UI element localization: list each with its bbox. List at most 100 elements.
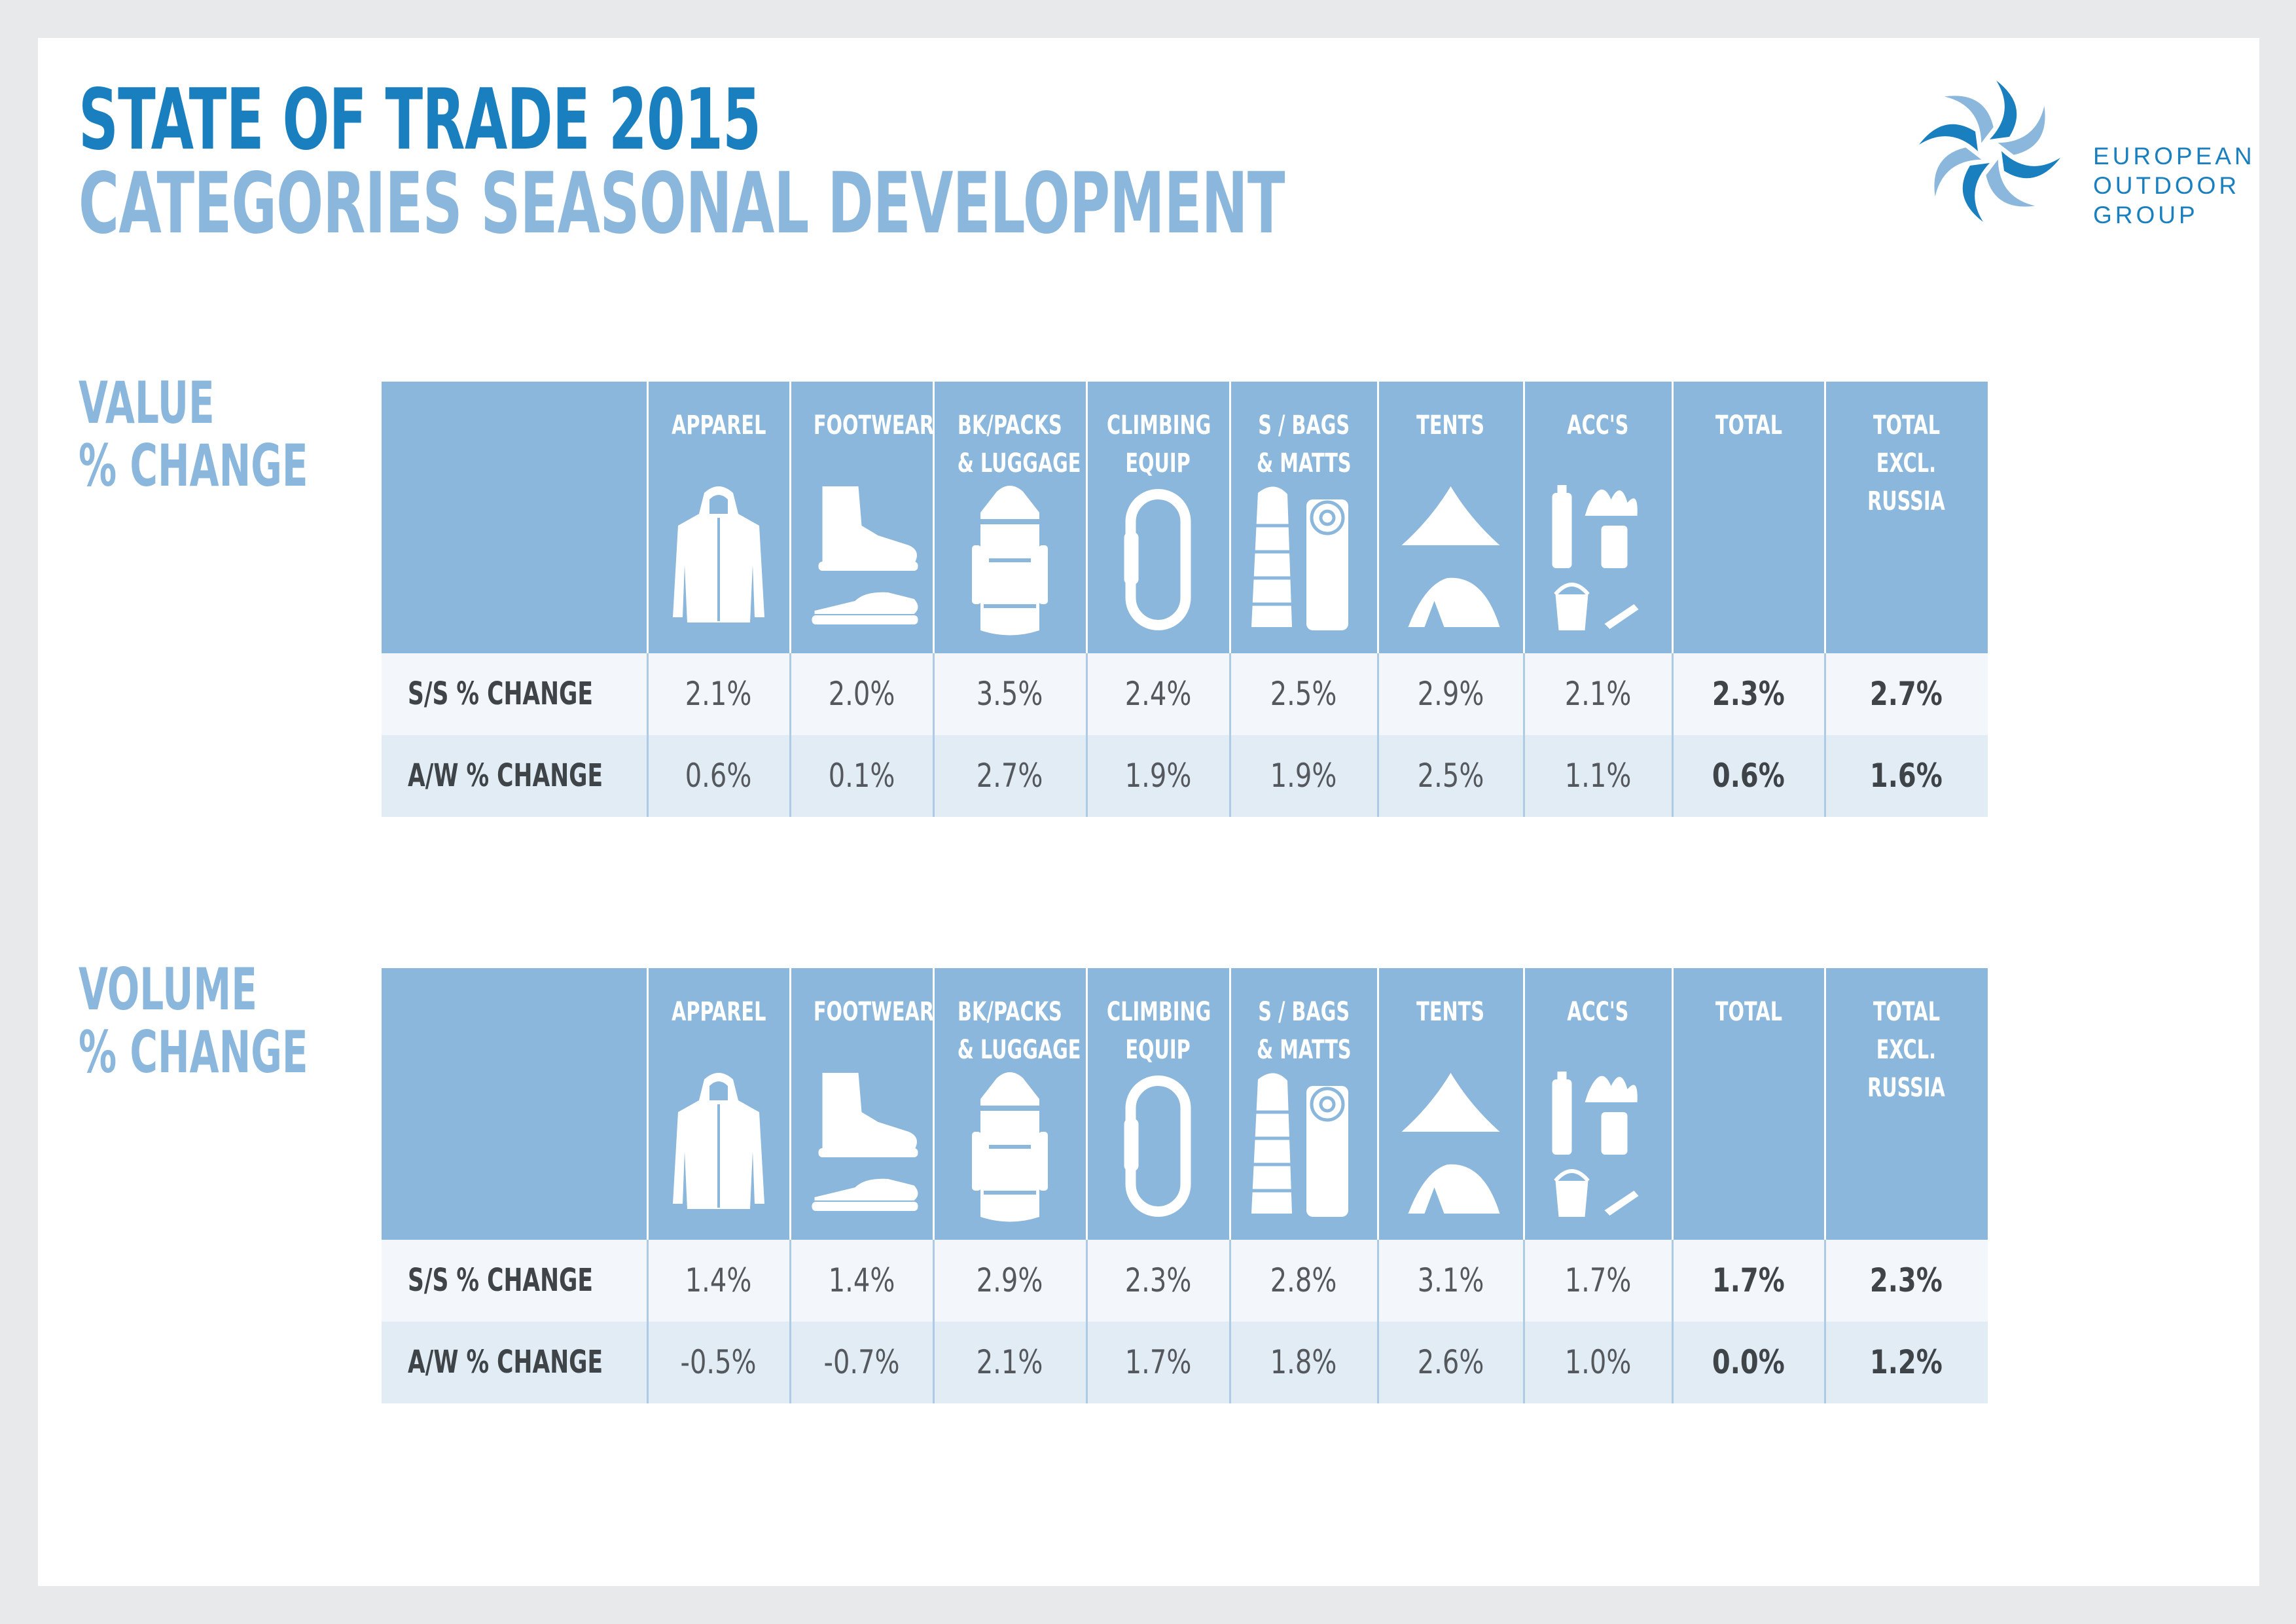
column-header: TOTAL [1672, 968, 1825, 1240]
data-value: 0.0% [1712, 1343, 1785, 1381]
data-cell: 2.3% [1672, 653, 1825, 735]
column-header: TOTAL [1672, 382, 1825, 653]
data-value: 1.9% [1270, 757, 1337, 795]
column-header: FOOTWEAR [790, 968, 935, 1240]
data-value: 2.5% [1417, 757, 1484, 795]
data-cell: 1.7% [1524, 1240, 1672, 1322]
section-title-line: % CHANGE [79, 432, 308, 499]
data-cell: -0.7% [790, 1322, 933, 1403]
column-header-label: APPAREL [647, 406, 790, 444]
logo-petal [1934, 147, 1982, 197]
column-header-label: FOOTWEAR [790, 406, 934, 444]
backpack-icon [972, 1072, 1048, 1222]
data-cell: 0.6% [1672, 735, 1825, 817]
data-cell: 1.7% [1086, 1322, 1230, 1403]
data-value: -0.5% [680, 1343, 757, 1381]
column-divider [1086, 382, 1088, 653]
data-value: 2.7% [977, 757, 1043, 795]
column-header-line: TOTAL [1873, 997, 1940, 1027]
column-header: ACC'S [1524, 968, 1672, 1240]
logo-petal [2001, 151, 2060, 179]
column-divider [1672, 382, 1674, 653]
data-value: 1.2% [1870, 1343, 1943, 1381]
data-cell: 2.3% [1086, 1240, 1230, 1322]
data-value: 1.8% [1270, 1343, 1337, 1381]
column-divider [1523, 382, 1525, 653]
page: STATE OF TRADE 2015 CATEGORIES SEASONAL … [38, 38, 2259, 1586]
value-section-title: VALUE % CHANGE [79, 372, 308, 497]
jacket-icon [673, 1073, 764, 1209]
column-header-line: RUSSIA [1867, 1073, 1945, 1103]
column-header-line: TOTAL [1715, 997, 1782, 1027]
volume-section-title: VOLUME % CHANGE [79, 958, 308, 1084]
column-header-line: EXCL. [1876, 1035, 1937, 1065]
data-cell: 2.0% [790, 653, 933, 735]
column-header: CLIMBING EQUIP [1086, 968, 1230, 1240]
column-divider [1824, 382, 1826, 653]
data-value: 2.7% [1870, 675, 1943, 713]
data-cell: 1.6% [1825, 735, 1988, 817]
logo-petal [1919, 124, 1978, 151]
column-header-line: & MATTS [1256, 1035, 1352, 1065]
data-value: 1.7% [1124, 1343, 1192, 1381]
data-cell: 1.1% [1524, 735, 1672, 817]
column-header-label: TOTAL [1672, 993, 1825, 1031]
row-label: A/W % CHANGE [408, 1344, 603, 1380]
data-value: 3.1% [1417, 1261, 1484, 1299]
sleeping-bag-icon [1251, 1073, 1348, 1217]
data-value: 1.7% [1564, 1261, 1632, 1299]
data-cell: 1.7% [1672, 1240, 1825, 1322]
data-value: 2.9% [1417, 675, 1484, 713]
data-cell: 0.0% [1672, 1322, 1825, 1403]
table-row: S/S % CHANGE 2.1% 2.0% 3.5% 2.4% 2.5% 2.9% 2.1%… [382, 653, 1988, 735]
data-cell: 2.7% [1825, 653, 1988, 735]
column-header: BK/PACKS & LUGGAGE [933, 382, 1086, 653]
column-header-line: TOTAL [1873, 410, 1940, 441]
logo-petal [1998, 105, 2045, 155]
data-cell: 2.1% [933, 1322, 1086, 1403]
column-header-line: FOOTWEAR [813, 997, 935, 1027]
column-header-label: S / BAGS & MATTS [1230, 406, 1378, 482]
jacket-icon [673, 486, 764, 623]
data-cell: 2.5% [1378, 735, 1524, 817]
column-header-line: ACC'S [1567, 997, 1629, 1027]
table-header: APPAREL FOOTWEAR BK/PACKS & LUGGAGE CLIMB… [382, 968, 1988, 1240]
column-header-line: CLIMBING [1106, 997, 1211, 1027]
data-cell: 3.5% [933, 653, 1086, 735]
data-cell: 1.2% [1825, 1322, 1988, 1403]
column-divider [1229, 382, 1231, 653]
column-header-line: TENTS [1416, 997, 1485, 1027]
column-header-line: BK/PACKS [958, 997, 1062, 1027]
data-cell: 1.4% [647, 1240, 790, 1322]
column-header-label: ACC'S [1524, 406, 1672, 444]
column-header-line: S / BAGS [1258, 997, 1350, 1027]
column-header-label: TOTAL EXCL. RUSSIA [1825, 406, 1988, 520]
carabiner-icon [1124, 1075, 1191, 1217]
logo-line: OUTDOOR [2093, 172, 2240, 199]
column-header-line: APPAREL [671, 410, 766, 441]
section-title-line: VOLUME [79, 956, 257, 1023]
data-value: 2.3% [1870, 1261, 1943, 1299]
tent-icon [1401, 486, 1500, 627]
column-header-label: TENTS [1378, 406, 1524, 444]
data-cell: 2.1% [1524, 653, 1672, 735]
data-cell: 0.6% [647, 735, 790, 817]
column-header-label: BK/PACKS & LUGGAGE [933, 993, 1086, 1069]
data-value: 1.0% [1564, 1343, 1632, 1381]
logo-petal [1962, 163, 1990, 222]
boots-icon [812, 1073, 918, 1211]
table-row: A/W % CHANGE 0.6% 0.1% 2.7% 1.9% 1.9% 2.5% 1.1%… [382, 735, 1988, 817]
data-cell: 1.4% [790, 1240, 933, 1322]
data-cell: 1.0% [1524, 1322, 1672, 1403]
column-header-line: & MATTS [1256, 448, 1352, 478]
logo: EUROPEAN OUTDOOR GROUP [1914, 76, 2252, 228]
column-header-line: EXCL. [1876, 448, 1937, 478]
data-cell: 2.9% [1378, 653, 1524, 735]
data-value: 2.5% [1270, 675, 1337, 713]
table-row: A/W % CHANGE -0.5% -0.7% 2.1% 1.7% 1.8% 2.6% 1.… [382, 1322, 1988, 1403]
column-header: TENTS [1378, 968, 1524, 1240]
data-value: 1.6% [1870, 757, 1943, 795]
column-divider [1086, 968, 1088, 1240]
data-value: 2.6% [1417, 1343, 1484, 1381]
row-label: A/W % CHANGE [408, 757, 603, 794]
